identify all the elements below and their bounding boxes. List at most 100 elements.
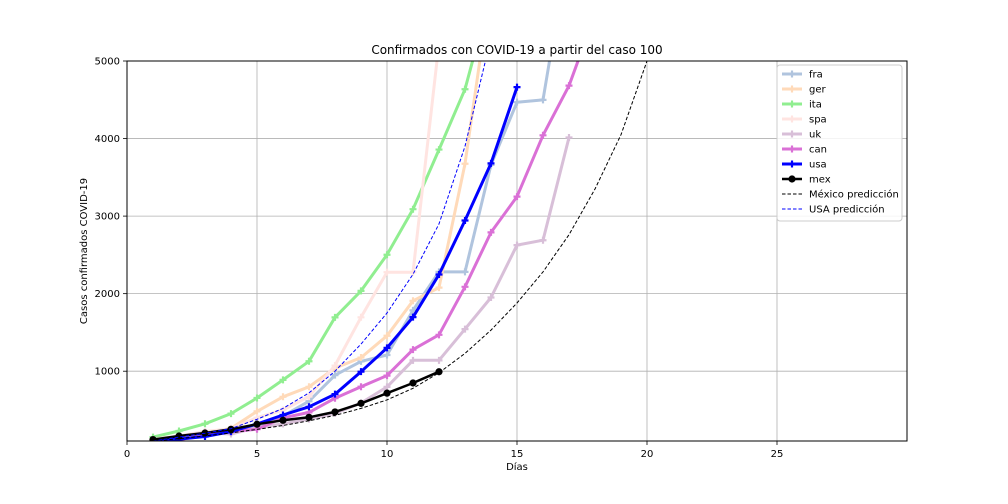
data-point-spa	[305, 393, 313, 401]
data-point-uk	[409, 356, 417, 364]
data-point-can	[409, 346, 417, 354]
series-m-xico-predicci-n	[152, 61, 648, 441]
y-tick-label: 4000	[95, 134, 120, 145]
data-point-mex	[227, 425, 235, 433]
data-point-can	[487, 228, 495, 236]
data-point-ita	[279, 376, 287, 384]
data-point-spa	[409, 268, 417, 276]
data-point-ita	[201, 420, 209, 428]
chart-title: Confirmados con COVID-19 a partir del ca…	[371, 43, 662, 57]
legend-label-usa-predicci-n: USA predicción	[809, 204, 885, 216]
legend-label-mex: mex	[809, 175, 831, 186]
data-point-uk	[461, 325, 469, 333]
y-ticks: 1000 2000 3000 4000 5000	[95, 57, 127, 378]
data-point-ita	[305, 357, 313, 365]
legend-label-fra: fra	[809, 70, 823, 81]
x-tick-label: 25	[771, 449, 784, 460]
data-point-mex	[435, 368, 443, 376]
data-point-mex	[149, 436, 157, 441]
data-point-spa	[331, 362, 339, 370]
data-point-usa	[513, 83, 521, 91]
series-layer	[149, 11, 648, 441]
x-tick-label: 20	[641, 449, 654, 460]
data-point-ita	[409, 205, 417, 213]
data-point-fra	[461, 268, 469, 276]
legend-marker-mex	[788, 175, 796, 183]
data-point-ger	[435, 284, 443, 292]
legend-label-ita: ita	[809, 100, 822, 111]
series-mex	[149, 368, 443, 441]
data-point-spa	[253, 414, 261, 422]
data-point-usa	[331, 390, 339, 398]
y-axis-label: Casos confirmados COVID-19	[79, 178, 90, 324]
legend-marker-ger	[788, 85, 796, 93]
data-point-uk	[513, 241, 521, 249]
series-spa	[149, 61, 439, 441]
data-point-mex	[409, 379, 417, 387]
data-point-fra	[513, 98, 521, 106]
data-point-uk	[487, 294, 495, 302]
series-ger	[149, 61, 482, 441]
legend-label-ger: ger	[809, 85, 827, 96]
data-point-ger	[409, 297, 417, 305]
series-line-m-xico-predicci-n	[152, 61, 648, 441]
data-point-uk	[539, 236, 547, 244]
data-point-uk	[435, 356, 443, 364]
data-point-usa	[487, 159, 495, 167]
legend-label-uk: uk	[809, 130, 821, 141]
legend-marker-can	[788, 145, 796, 153]
data-point-can	[435, 331, 443, 339]
legend-label-spa: spa	[809, 115, 827, 126]
legend-marker-fra	[788, 70, 796, 78]
series-can	[149, 11, 599, 441]
data-point-can	[383, 372, 391, 380]
data-point-mex	[357, 399, 365, 407]
series-line-usa	[152, 86, 519, 441]
data-point-usa	[409, 313, 417, 321]
data-point-spa	[357, 313, 365, 321]
data-point-mex	[383, 389, 391, 397]
legend-label-can: can	[809, 145, 827, 156]
data-point-fra	[331, 371, 339, 379]
data-point-can	[357, 383, 365, 391]
data-point-ger	[357, 354, 365, 362]
series-ita	[149, 61, 475, 441]
data-point-ita	[383, 251, 391, 259]
data-point-ita	[357, 287, 365, 295]
series-usa	[149, 83, 521, 441]
data-point-ita	[253, 394, 261, 402]
legend-marker-uk	[788, 130, 796, 138]
series-fra	[149, 61, 552, 441]
data-point-ita	[227, 410, 235, 418]
x-ticks: 0 5 10 15 20 25	[124, 441, 784, 460]
data-point-usa	[357, 368, 365, 376]
data-point-can	[513, 193, 521, 201]
data-point-can	[565, 82, 573, 90]
series-line-mex	[152, 370, 440, 441]
data-point-fra	[383, 351, 391, 359]
legend-marker-spa	[788, 115, 796, 123]
legend: fra ger ita spa uk can usa mex México predicción…	[776, 64, 903, 222]
data-point-ita	[435, 146, 443, 154]
y-tick-label: 5000	[95, 57, 120, 68]
data-point-usa	[383, 344, 391, 352]
data-point-fra	[539, 96, 547, 104]
data-point-usa	[305, 403, 313, 411]
legend-box	[776, 64, 903, 222]
x-tick-label: 5	[254, 449, 260, 460]
data-point-usa	[435, 270, 443, 278]
data-point-uk	[565, 133, 573, 141]
x-tick-label: 10	[381, 449, 394, 460]
data-point-mex	[279, 416, 287, 424]
data-point-ger	[383, 332, 391, 340]
legend-marker-usa	[788, 160, 796, 168]
x-axis-label: Días	[506, 461, 528, 473]
data-point-mex	[253, 420, 261, 428]
data-point-uk	[383, 383, 391, 391]
legend-label-m-xico-predicci-n: México predicción	[809, 189, 899, 201]
x-tick-label: 0	[124, 449, 130, 460]
x-tick-label: 15	[511, 449, 524, 460]
data-point-ger	[461, 160, 469, 168]
y-tick-label: 2000	[95, 289, 120, 300]
data-point-can	[592, 11, 599, 18]
